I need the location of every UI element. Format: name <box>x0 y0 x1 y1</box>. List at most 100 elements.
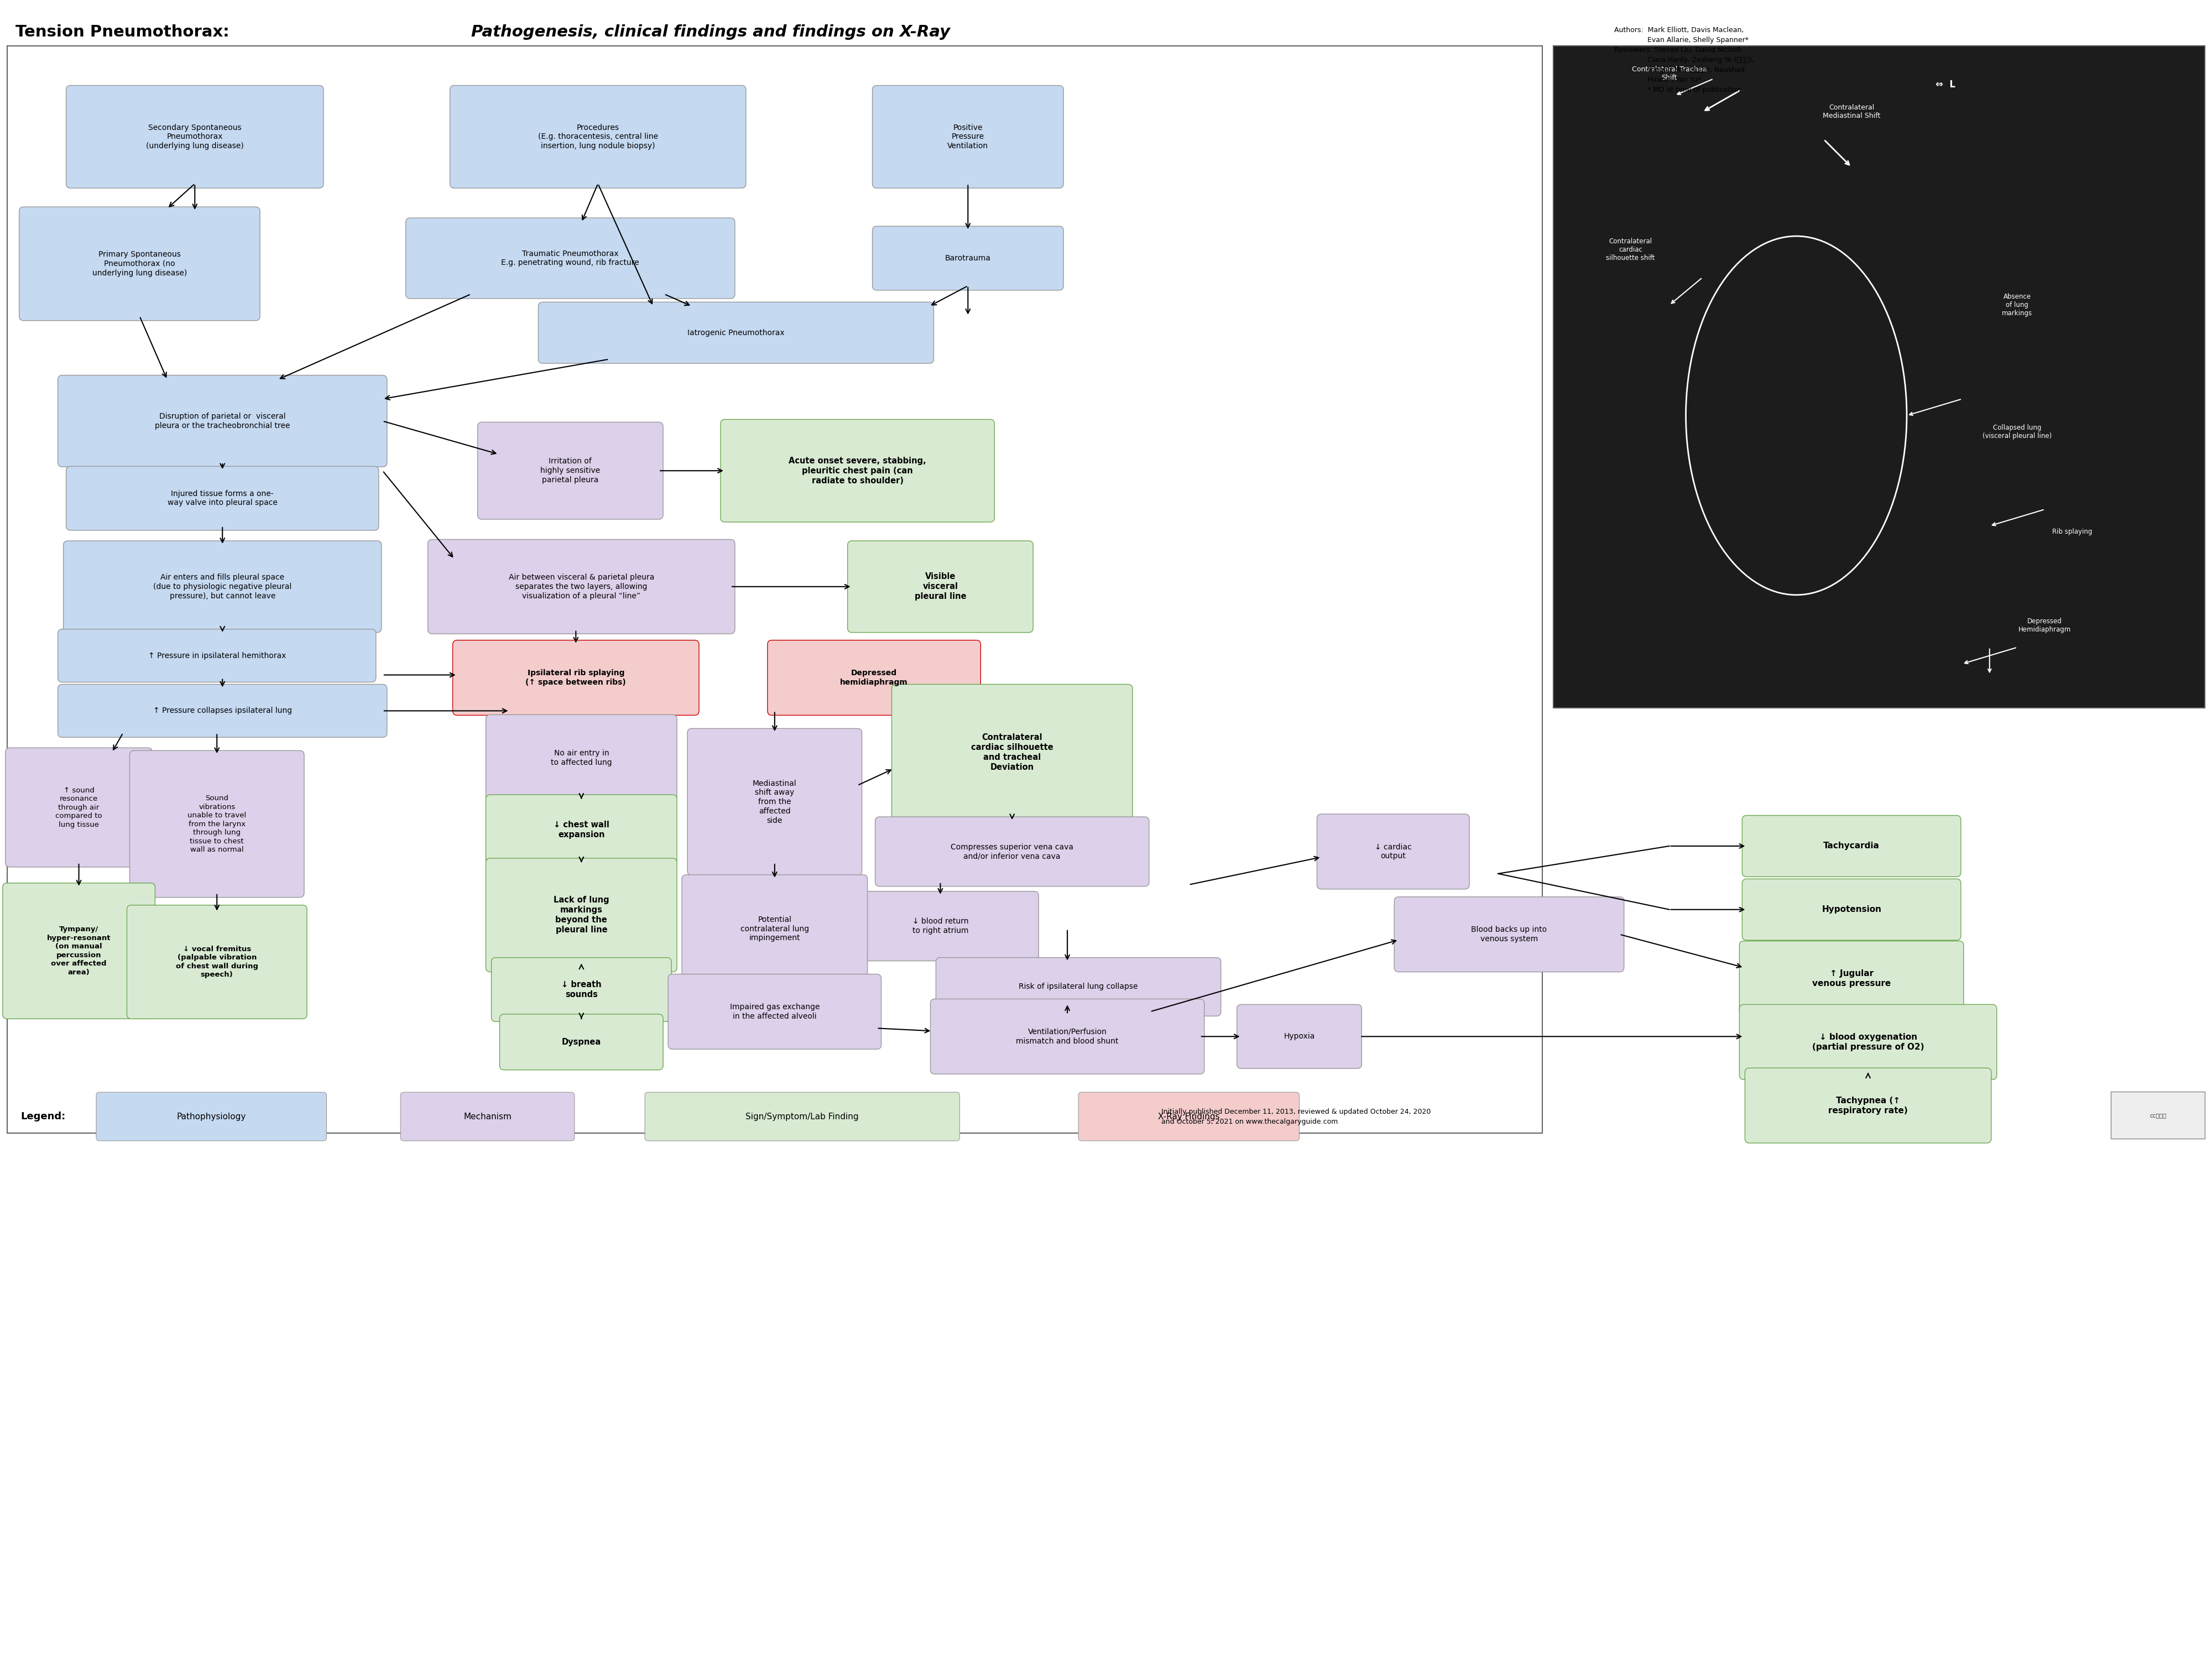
Text: Blood backs up into
venous system: Blood backs up into venous system <box>1471 926 1546 942</box>
Text: Contralateral
cardiac
silhouette shift: Contralateral cardiac silhouette shift <box>1606 237 1655 262</box>
Text: Lack of lung
markings
beyond the
pleural line: Lack of lung markings beyond the pleural… <box>553 896 608 934</box>
Text: Air enters and fills pleural space
(due to physiologic negative pleural
pressure: Air enters and fills pleural space (due … <box>153 574 292 601</box>
Text: Irritation of
highly sensitive
parietal pleura: Irritation of highly sensitive parietal … <box>540 458 599 484</box>
Text: Initially published December 11, 2013, reviewed & updated October 24, 2020
and O: Initially published December 11, 2013, r… <box>1161 1108 1431 1125</box>
FancyBboxPatch shape <box>1743 816 1960 876</box>
Text: Pathophysiology: Pathophysiology <box>177 1113 246 1121</box>
FancyBboxPatch shape <box>872 226 1064 290</box>
Text: Ventilation/Perfusion
mismatch and blood shunt: Ventilation/Perfusion mismatch and blood… <box>1015 1029 1119 1045</box>
FancyBboxPatch shape <box>847 541 1033 632</box>
FancyBboxPatch shape <box>872 85 1064 187</box>
FancyBboxPatch shape <box>453 640 699 715</box>
Text: Sound
vibrations
unable to travel
from the larynx
through lung
tissue to chest
w: Sound vibrations unable to travel from t… <box>188 795 246 853</box>
Text: ↓ breath
sounds: ↓ breath sounds <box>562 980 602 999</box>
Text: Secondary Spontaneous
Pneumothorax
(underlying lung disease): Secondary Spontaneous Pneumothorax (unde… <box>146 124 243 149</box>
FancyBboxPatch shape <box>1739 1004 1997 1080</box>
FancyBboxPatch shape <box>131 750 305 898</box>
FancyBboxPatch shape <box>491 957 672 1022</box>
Text: Barotrauma: Barotrauma <box>945 254 991 262</box>
FancyBboxPatch shape <box>931 999 1203 1073</box>
FancyBboxPatch shape <box>688 728 863 876</box>
FancyBboxPatch shape <box>405 217 734 299</box>
Text: Ipsilateral rib splaying
(↑ space between ribs): Ipsilateral rib splaying (↑ space betwee… <box>526 669 626 687</box>
Text: Tachypnea (↑
respiratory rate): Tachypnea (↑ respiratory rate) <box>1829 1097 1907 1115</box>
FancyBboxPatch shape <box>66 85 323 187</box>
FancyBboxPatch shape <box>768 640 980 715</box>
Text: X-Ray Findings: X-Ray Findings <box>1157 1113 1219 1121</box>
Text: Pathogenesis, clinical findings and findings on X-Ray: Pathogenesis, clinical findings and find… <box>471 25 949 40</box>
FancyBboxPatch shape <box>58 375 387 466</box>
Text: Hypoxia: Hypoxia <box>1283 1032 1314 1040</box>
Text: Hypotension: Hypotension <box>1823 906 1882 914</box>
Text: Tachycardia: Tachycardia <box>1823 841 1880 849</box>
FancyBboxPatch shape <box>20 207 261 320</box>
Text: Primary Spontaneous
Pneumothorax (no
underlying lung disease): Primary Spontaneous Pneumothorax (no und… <box>93 251 188 277</box>
Text: Positive
Pressure
Ventilation: Positive Pressure Ventilation <box>947 124 989 149</box>
Text: Tympany/
hyper-resonant
(on manual
percussion
over affected
area): Tympany/ hyper-resonant (on manual percu… <box>46 926 111 975</box>
FancyBboxPatch shape <box>2 883 155 1019</box>
FancyBboxPatch shape <box>1745 1068 1991 1143</box>
Text: ↓ chest wall
expansion: ↓ chest wall expansion <box>553 821 608 839</box>
Text: Impaired gas exchange
in the affected alveoli: Impaired gas exchange in the affected al… <box>730 1004 821 1020</box>
FancyBboxPatch shape <box>876 816 1148 886</box>
Text: Procedures
(E.g. thoracentesis, central line
insertion, lung nodule biopsy): Procedures (E.g. thoracentesis, central … <box>538 124 657 149</box>
FancyBboxPatch shape <box>1079 1092 1298 1141</box>
FancyBboxPatch shape <box>487 795 677 864</box>
Text: ↑ sound
resonance
through air
compared to
lung tissue: ↑ sound resonance through air compared t… <box>55 786 102 828</box>
Text: ↓ vocal fremitus
(palpable vibration
of chest wall during
speech): ↓ vocal fremitus (palpable vibration of … <box>175 946 259 979</box>
FancyBboxPatch shape <box>1739 941 1964 1015</box>
FancyBboxPatch shape <box>681 874 867 982</box>
Text: Air between visceral & parietal pleura
separates the two layers, allowing
visual: Air between visceral & parietal pleura s… <box>509 574 655 601</box>
Text: Depressed
hemidiaphragm: Depressed hemidiaphragm <box>841 669 907 687</box>
Text: ↑ Pressure collapses ipsilateral lung: ↑ Pressure collapses ipsilateral lung <box>153 707 292 715</box>
FancyBboxPatch shape <box>58 629 376 682</box>
FancyBboxPatch shape <box>58 684 387 737</box>
FancyBboxPatch shape <box>478 421 664 519</box>
Text: Rib splaying: Rib splaying <box>2053 528 2093 536</box>
Text: No air entry in
to affected lung: No air entry in to affected lung <box>551 750 613 766</box>
Text: ↓ blood return
to right atrium: ↓ blood return to right atrium <box>911 917 969 934</box>
FancyBboxPatch shape <box>1743 879 1960 941</box>
Text: Disruption of parietal or  visceral
pleura or the tracheobronchial tree: Disruption of parietal or visceral pleur… <box>155 413 290 430</box>
FancyBboxPatch shape <box>66 466 378 531</box>
FancyBboxPatch shape <box>4 748 153 868</box>
FancyBboxPatch shape <box>500 1014 664 1070</box>
FancyBboxPatch shape <box>427 539 734 634</box>
Text: Contralateral Trachea
Shift: Contralateral Trachea Shift <box>1632 66 1708 81</box>
FancyBboxPatch shape <box>538 302 933 363</box>
Text: Risk of ipsilateral lung collapse: Risk of ipsilateral lung collapse <box>1020 982 1137 990</box>
Text: Collapsed lung
(visceral pleural line): Collapsed lung (visceral pleural line) <box>1982 425 2053 440</box>
Text: Potential
contralateral lung
impingement: Potential contralateral lung impingement <box>741 916 810 942</box>
FancyBboxPatch shape <box>646 1092 960 1141</box>
Text: Legend:: Legend: <box>20 1112 66 1121</box>
FancyBboxPatch shape <box>1316 815 1469 889</box>
Text: ↓ cardiac
output: ↓ cardiac output <box>1374 843 1411 859</box>
FancyBboxPatch shape <box>400 1092 575 1141</box>
Text: Compresses superior vena cava
and/or inferior vena cava: Compresses superior vena cava and/or inf… <box>951 843 1073 859</box>
FancyBboxPatch shape <box>1394 898 1624 972</box>
Text: Depressed
Hemidiaphragm: Depressed Hemidiaphragm <box>2020 617 2070 634</box>
Text: Mediastinal
shift away
from the
affected
side: Mediastinal shift away from the affected… <box>752 780 796 825</box>
Text: ↑ Pressure in ipsilateral hemithorax: ↑ Pressure in ipsilateral hemithorax <box>148 652 285 660</box>
FancyBboxPatch shape <box>668 974 880 1048</box>
Text: Mechanism: Mechanism <box>465 1113 511 1121</box>
Text: Visible
visceral
pleural line: Visible visceral pleural line <box>914 572 967 601</box>
Text: Dyspnea: Dyspnea <box>562 1039 602 1047</box>
Text: Traumatic Pneumothorax
E.g. penetrating wound, rib fracture: Traumatic Pneumothorax E.g. penetrating … <box>502 251 639 267</box>
FancyBboxPatch shape <box>1237 1004 1363 1068</box>
FancyBboxPatch shape <box>487 858 677 972</box>
FancyBboxPatch shape <box>449 85 745 187</box>
FancyBboxPatch shape <box>97 1092 327 1141</box>
FancyBboxPatch shape <box>487 715 677 801</box>
Text: Authors:  Mark Elliott, Davis Maclean,
               Evan Allarie, Shelly Spann: Authors: Mark Elliott, Davis Maclean, Ev… <box>1615 27 1754 93</box>
Text: Iatrogenic Pneumothorax: Iatrogenic Pneumothorax <box>688 328 785 337</box>
Text: Sign/Symptom/Lab Finding: Sign/Symptom/Lab Finding <box>745 1113 858 1121</box>
Text: Contralateral
cardiac silhouette
and tracheal
Deviation: Contralateral cardiac silhouette and tra… <box>971 733 1053 771</box>
Text: Acute onset severe, stabbing,
pleuritic chest pain (can
radiate to shoulder): Acute onset severe, stabbing, pleuritic … <box>790 456 927 484</box>
Text: Injured tissue forms a one-
way valve into pleural space: Injured tissue forms a one- way valve in… <box>168 489 276 506</box>
Text: Tension Pneumothorax:: Tension Pneumothorax: <box>15 25 234 40</box>
Text: ⇔  L: ⇔ L <box>1936 80 1955 90</box>
Text: ccⓄⓈⓄ: ccⓄⓈⓄ <box>2150 1113 2166 1118</box>
FancyBboxPatch shape <box>126 906 307 1019</box>
FancyBboxPatch shape <box>936 957 1221 1015</box>
